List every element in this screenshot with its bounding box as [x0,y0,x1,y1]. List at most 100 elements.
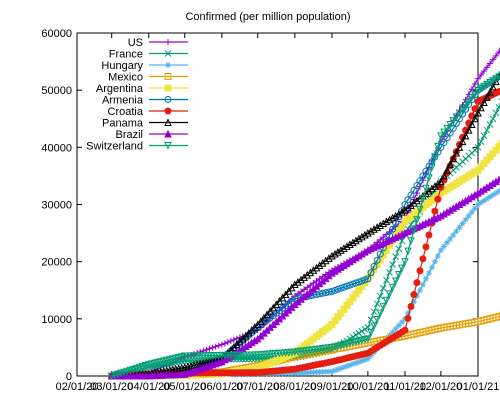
data-point [471,105,479,113]
x-tick-label: 10/01/20 [346,381,389,393]
data-point [446,129,454,137]
data-point [307,282,314,289]
data-point [227,337,234,344]
data-point [489,77,497,85]
data-point [401,326,409,334]
data-point [129,365,138,374]
data-point [328,251,336,260]
y-tick-label: 20000 [41,257,72,269]
data-point [301,286,308,293]
data-point [379,219,388,228]
data-point [483,64,490,71]
data-point [489,56,496,63]
data-point [294,278,302,286]
data-point [297,275,305,284]
data-point [449,117,458,125]
data-point [425,270,432,277]
data-point [206,345,213,352]
data-point [425,174,433,182]
data-point [164,84,172,92]
data-point [425,187,433,195]
data-point [455,109,464,118]
data-point [349,238,357,247]
data-point [331,249,339,258]
data-point [215,342,222,349]
data-point [431,182,439,190]
data-point [370,225,378,233]
data-point [358,327,366,335]
x-tick-label: 12/01/20 [419,381,462,393]
data-point [434,195,442,203]
data-point [422,275,429,282]
data-point [459,220,466,227]
legend-label: Switzerland [86,141,143,153]
data-point [389,261,396,268]
data-point [498,140,500,148]
data-point [483,126,491,134]
data-point [489,82,497,91]
legend-label: Mexico [108,72,143,84]
data-point [428,264,435,271]
data-point [370,262,378,270]
data-point [373,223,381,231]
data-point [303,270,312,279]
data-point [379,284,387,292]
data-point [386,269,393,276]
x-tick-label: 02/01/20 [56,381,99,393]
data-point [407,237,415,245]
data-point [468,120,476,128]
data-point [321,256,330,265]
data-point [300,273,308,281]
data-point [352,279,360,287]
data-point [334,248,342,256]
data-point [464,98,473,106]
data-point [413,279,421,287]
data-point [224,339,231,346]
data-point [422,243,430,251]
data-point [376,309,385,318]
data-point [480,82,488,91]
y-tick-label: 40000 [41,142,72,154]
data-point [373,256,381,264]
data-point [471,114,479,123]
data-point [298,288,305,295]
data-point [361,230,369,239]
data-point [187,357,195,365]
data-point [480,197,487,204]
data-point [389,225,397,233]
data-point [446,120,454,129]
data-point [480,98,488,107]
data-point [388,283,397,292]
data-point [367,316,375,323]
data-point [422,184,430,193]
data-point [404,314,412,322]
data-point [376,250,384,258]
data-point [312,263,321,272]
data-point [434,179,442,188]
data-point [135,363,144,372]
series-line [111,75,500,377]
data-point [361,325,369,333]
data-point [443,124,451,133]
legend-label: US [128,37,143,49]
data-point [364,335,372,343]
data-point [379,303,388,311]
data-point [364,275,372,283]
y-tick-label: 10000 [41,314,72,326]
x-tick-label: 05/01/20 [163,381,206,393]
data-point [382,217,391,226]
data-point [164,73,172,80]
legend-label: France [109,49,143,61]
data-point [458,137,467,146]
data-point [404,203,412,212]
data-point [474,86,482,95]
data-point [367,328,375,337]
data-point [483,80,491,89]
data-point [447,235,454,242]
data-point [455,143,464,151]
data-point [164,50,172,57]
data-point [340,283,348,291]
data-point [416,205,424,214]
